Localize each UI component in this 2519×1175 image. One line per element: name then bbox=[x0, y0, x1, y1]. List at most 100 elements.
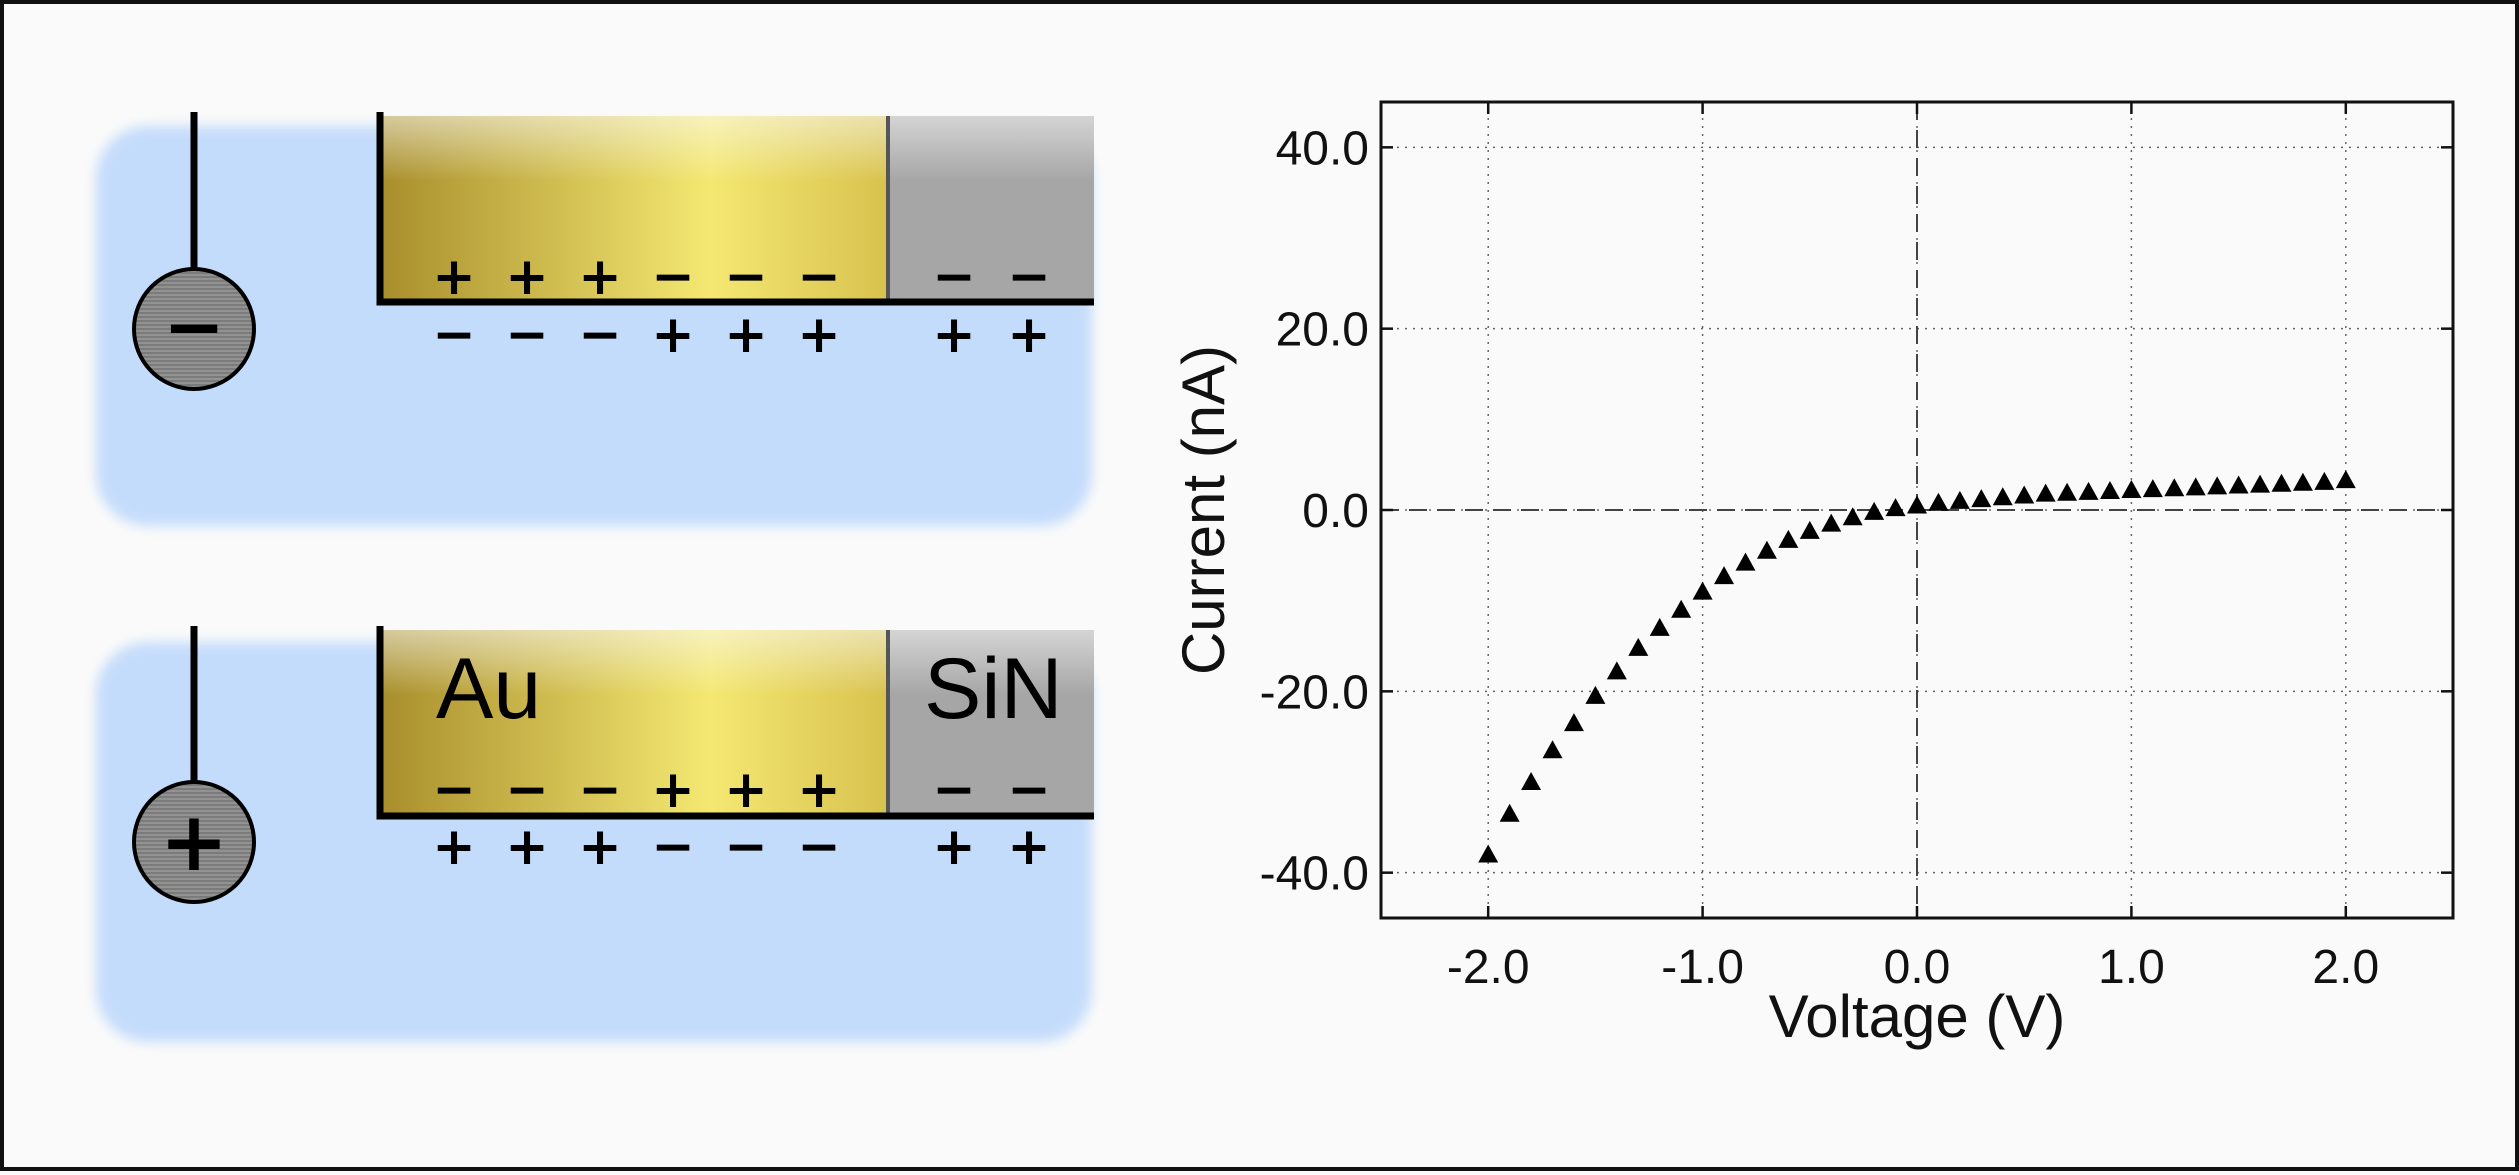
data-point bbox=[1907, 495, 1927, 514]
charge-sin-bottom-2: + bbox=[1007, 305, 1051, 365]
iv-chart: -2.0 -1.0 0.0 1.0 2.0 -40.0-20.00.020.040.0 … bbox=[1170, 100, 2455, 1050]
data-point bbox=[1971, 489, 1992, 508]
data-point bbox=[1478, 844, 1499, 863]
x-tick-labels: -2.0 -1.0 0.0 1.0 2.0 bbox=[1447, 941, 2379, 994]
gold-fade-top bbox=[380, 116, 888, 302]
x-tick-label: 2.0 bbox=[2312, 941, 2379, 994]
charge-au-top-5: − bbox=[724, 247, 768, 307]
data-point bbox=[2121, 480, 2142, 499]
data-point bbox=[1864, 501, 1885, 520]
charge-au-top-1: − bbox=[432, 760, 476, 820]
charge-diagram: − + + + − − − − − − + + + − − + + bbox=[96, 112, 1094, 1042]
panel-bottom: + Au SiN − − − + + + + + + − − − − − + + bbox=[96, 626, 1094, 1042]
data-point bbox=[1671, 599, 1692, 618]
data-point bbox=[1799, 520, 1820, 539]
axis-ticks bbox=[1381, 102, 2453, 918]
data-point bbox=[1949, 490, 1970, 509]
data-point bbox=[1928, 492, 1949, 511]
data-point bbox=[1842, 507, 1863, 526]
data-point bbox=[2228, 475, 2249, 494]
data-point bbox=[2314, 471, 2335, 490]
data-point bbox=[2035, 483, 2056, 502]
charge-au-top-2: + bbox=[505, 247, 549, 307]
data-point bbox=[1542, 740, 1563, 759]
y-axis-label: Current (nA) bbox=[1170, 345, 1237, 675]
data-point bbox=[1585, 685, 1606, 704]
data-point bbox=[1521, 772, 1542, 790]
charge-sin-top-1: − bbox=[932, 247, 976, 307]
y-tick-label: 20.0 bbox=[1276, 304, 1369, 357]
data-point bbox=[2271, 473, 2292, 492]
data-point bbox=[1756, 540, 1777, 559]
charge-au-top-6: + bbox=[797, 760, 841, 820]
data-point bbox=[2057, 482, 2078, 501]
data-point bbox=[2164, 478, 2185, 497]
charge-au-top-3: + bbox=[578, 247, 622, 307]
data-point bbox=[1778, 529, 1799, 548]
data-points bbox=[1478, 470, 2356, 863]
data-point bbox=[1649, 617, 1670, 636]
data-point bbox=[2207, 476, 2228, 495]
x-tick-label: 1.0 bbox=[2098, 941, 2165, 994]
data-point bbox=[1499, 803, 1520, 822]
y-tick-label: 0.0 bbox=[1302, 485, 1369, 538]
charge-au-bottom-2: + bbox=[505, 817, 549, 877]
x-tick-label: -2.0 bbox=[1447, 941, 1530, 994]
charge-au-top-2: − bbox=[505, 760, 549, 820]
charge-au-bottom-4: − bbox=[651, 817, 695, 877]
charge-au-bottom-1: + bbox=[432, 817, 476, 877]
charge-au-bottom-3: − bbox=[578, 305, 622, 365]
charge-au-bottom-2: − bbox=[505, 305, 549, 365]
film-edge-bottom bbox=[376, 626, 1094, 820]
charge-au-bottom-4: + bbox=[651, 305, 695, 365]
data-point bbox=[2250, 474, 2271, 493]
charge-sin-bottom-1: + bbox=[932, 305, 976, 365]
data-point bbox=[2335, 470, 2356, 489]
charge-au-top-5: + bbox=[724, 760, 768, 820]
label-au: Au bbox=[436, 641, 541, 737]
data-point bbox=[1735, 552, 1756, 571]
sin-fade-top bbox=[888, 116, 1094, 302]
x-tick-label: 0.0 bbox=[1884, 941, 1951, 994]
data-point bbox=[1992, 487, 2013, 506]
panel-top: − + + + − − − − − − + + + − − + + bbox=[96, 112, 1094, 526]
data-point bbox=[2099, 480, 2120, 499]
data-point bbox=[1885, 498, 1906, 517]
charge-sin-bottom-1: + bbox=[932, 817, 976, 877]
charge-au-top-4: + bbox=[651, 760, 695, 820]
data-point bbox=[1563, 713, 1584, 732]
charge-au-top-1: + bbox=[432, 247, 476, 307]
y-tick-label: 40.0 bbox=[1276, 122, 1369, 175]
electrode-bottom bbox=[132, 780, 256, 904]
x-axis-label: Voltage (V) bbox=[1769, 983, 2066, 1050]
charge-au-bottom-1: − bbox=[432, 305, 476, 365]
gold-fade-bottom bbox=[380, 630, 888, 816]
data-point bbox=[1628, 637, 1649, 656]
data-point bbox=[1714, 566, 1735, 585]
charge-au-bottom-5: + bbox=[724, 305, 768, 365]
data-point bbox=[2014, 485, 2035, 504]
charge-au-top-6: − bbox=[797, 247, 841, 307]
charge-sin-top-2: − bbox=[1007, 247, 1051, 307]
sin-fade-bottom bbox=[888, 630, 1094, 816]
label-sin: SiN bbox=[924, 641, 1063, 737]
data-point bbox=[2142, 479, 2163, 498]
data-point bbox=[2078, 481, 2099, 500]
electrode-sign-bottom: + bbox=[160, 795, 229, 890]
y-tick-labels: -40.0 -20.0 0.0 20.0 40.0 bbox=[1260, 122, 1369, 900]
x-tick-label: -1.0 bbox=[1661, 941, 1744, 994]
data-point bbox=[1606, 661, 1627, 680]
charge-au-bottom-6: − bbox=[797, 817, 841, 877]
film-edge-top bbox=[376, 112, 1094, 306]
charge-au-bottom-3: + bbox=[578, 817, 622, 877]
charge-au-top-4: − bbox=[651, 247, 695, 307]
charge-sin-top-2: − bbox=[1007, 760, 1051, 820]
data-point bbox=[2185, 477, 2206, 496]
charge-sin-bottom-2: + bbox=[1007, 817, 1051, 877]
electrode-top bbox=[132, 267, 256, 391]
y-tick-label: -40.0 bbox=[1260, 848, 1369, 901]
data-point bbox=[1692, 581, 1713, 600]
charge-au-bottom-5: − bbox=[724, 817, 768, 877]
charge-au-bottom-6: + bbox=[797, 305, 841, 365]
